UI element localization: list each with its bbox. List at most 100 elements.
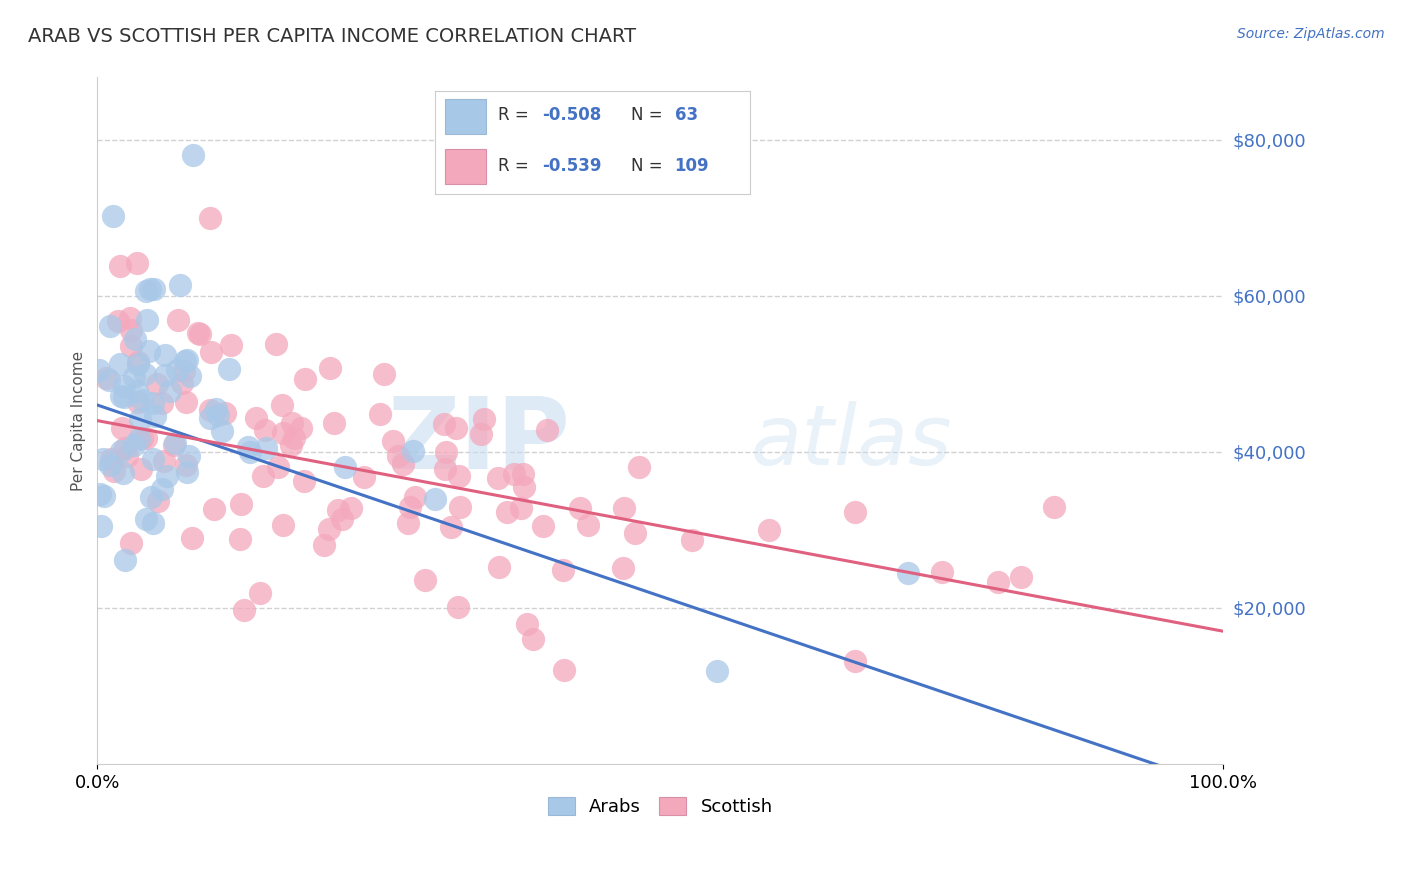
Point	[120, 339, 142, 353]
Point	[128, 432, 150, 446]
Point	[413, 573, 436, 587]
Point	[433, 417, 456, 431]
Point	[176, 353, 198, 368]
Point	[292, 474, 315, 488]
Point	[114, 441, 136, 455]
Point	[253, 423, 276, 437]
Y-axis label: Per Capita Income: Per Capita Income	[72, 351, 86, 491]
Point	[125, 384, 148, 398]
Point	[612, 561, 634, 575]
Point	[396, 516, 419, 531]
Point	[486, 470, 509, 484]
Point	[522, 632, 544, 647]
Point	[112, 390, 135, 404]
Point	[233, 603, 256, 617]
Point	[163, 438, 186, 452]
Point	[135, 431, 157, 445]
Point	[844, 505, 866, 519]
Point	[90, 519, 112, 533]
Point	[131, 392, 153, 407]
Point	[89, 486, 111, 500]
Point	[470, 427, 492, 442]
Point	[314, 537, 336, 551]
Point	[98, 319, 121, 334]
Point	[271, 518, 294, 533]
Point	[323, 416, 346, 430]
Point	[382, 434, 405, 449]
Point	[173, 364, 195, 378]
Point	[931, 565, 953, 579]
Point	[91, 451, 114, 466]
Point	[159, 384, 181, 398]
Point	[156, 469, 179, 483]
Point	[294, 372, 316, 386]
Point	[281, 416, 304, 430]
Point	[101, 210, 124, 224]
Point	[387, 449, 409, 463]
Point	[87, 363, 110, 377]
Point	[207, 408, 229, 422]
Point	[112, 466, 135, 480]
Point	[681, 533, 703, 547]
Point	[444, 421, 467, 435]
Text: Source: ZipAtlas.com: Source: ZipAtlas.com	[1237, 27, 1385, 41]
Point	[472, 411, 495, 425]
Point	[120, 323, 142, 337]
Point	[434, 445, 457, 459]
Point	[115, 449, 138, 463]
Point	[142, 516, 165, 530]
Point	[624, 526, 647, 541]
Point	[165, 435, 187, 450]
Point	[124, 369, 146, 384]
Point	[141, 490, 163, 504]
Point	[333, 460, 356, 475]
Point	[118, 310, 141, 325]
Point	[516, 616, 538, 631]
Text: ZIP: ZIP	[387, 392, 571, 490]
Point	[120, 536, 142, 550]
Point	[512, 467, 534, 481]
Point	[136, 312, 159, 326]
Point	[110, 358, 132, 372]
Point	[373, 367, 395, 381]
Point	[110, 444, 132, 458]
Point	[440, 520, 463, 534]
Point	[553, 563, 575, 577]
Point	[146, 376, 169, 391]
Point	[318, 522, 340, 536]
Point	[176, 466, 198, 480]
Point	[114, 553, 136, 567]
Point	[553, 663, 575, 677]
Point	[1043, 500, 1066, 514]
Point	[188, 326, 211, 341]
Point	[112, 379, 135, 393]
Point	[218, 361, 240, 376]
Point	[509, 500, 531, 515]
Point	[706, 664, 728, 678]
Point	[267, 459, 290, 474]
Point	[143, 409, 166, 423]
Point	[758, 523, 780, 537]
Point	[401, 444, 423, 458]
Point	[214, 406, 236, 420]
Point	[290, 421, 312, 435]
Point	[110, 389, 132, 403]
Point	[254, 441, 277, 455]
Point	[200, 403, 222, 417]
Point	[245, 410, 267, 425]
Point	[531, 519, 554, 533]
Point	[368, 407, 391, 421]
Point	[93, 489, 115, 503]
Point	[187, 326, 209, 341]
Point	[844, 654, 866, 668]
Point	[330, 512, 353, 526]
Point	[488, 560, 510, 574]
Point	[135, 512, 157, 526]
Point	[204, 402, 226, 417]
Point	[174, 395, 197, 409]
Point	[198, 211, 221, 225]
Point	[108, 259, 131, 273]
Point	[576, 518, 599, 533]
Point	[166, 313, 188, 327]
Point	[153, 454, 176, 468]
